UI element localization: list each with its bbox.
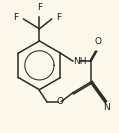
Text: O: O (94, 38, 101, 46)
Text: NH: NH (73, 57, 86, 66)
Text: F: F (14, 13, 19, 22)
Text: O: O (57, 97, 64, 106)
Text: N: N (103, 103, 110, 112)
Text: F: F (37, 3, 42, 12)
Text: F: F (56, 13, 62, 22)
